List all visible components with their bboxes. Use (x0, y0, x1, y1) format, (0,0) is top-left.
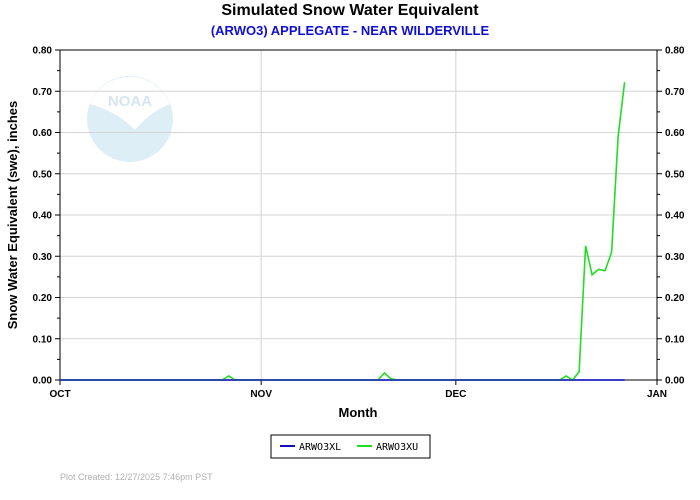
y-tick-label-right: 0.50 (665, 169, 685, 180)
y-axis-right: 0.00 0.10 0.20 0.30 0.40 0.50 0.60 0.70 0.80 (657, 46, 685, 387)
y-tick-label-right: 0.30 (665, 252, 685, 263)
y-tick-label-right: 0.80 (665, 46, 685, 57)
y-tick-label: 0.00 (33, 376, 53, 387)
y-tick-label-right: 0.00 (665, 376, 685, 387)
y-tick-label: 0.70 (33, 87, 53, 98)
y-tick-label: 0.20 (33, 293, 53, 304)
x-axis-label: Month (339, 405, 378, 420)
y-tick-label: 0.30 (33, 252, 53, 263)
legend-label-arwo3xl: ARWO3XL (299, 442, 341, 453)
legend-label-arwo3xu: ARWO3XU (376, 442, 418, 453)
y-tick-label-right: 0.70 (665, 87, 685, 98)
plot-created-note: Plot Created: 12/27/2025 7:46pm PST (60, 472, 213, 482)
watermark-text: NOAA (108, 93, 152, 110)
y-tick-label-right: 0.60 (665, 128, 685, 139)
chart-title: Simulated Snow Water Equivalent (221, 2, 479, 19)
y-tick-label-right: 0.20 (665, 293, 685, 304)
y-tick-label: 0.50 (33, 169, 53, 180)
x-axis: OCT NOV DEC JAN (49, 380, 667, 400)
y-axis-left: 0.00 0.10 0.20 0.30 0.40 0.50 0.60 0.70 0.80 (33, 46, 60, 387)
legend: ARWO3XL ARWO3XU (270, 434, 431, 459)
x-tick-label: NOV (250, 389, 272, 400)
y-tick-label-right: 0.10 (665, 334, 685, 345)
y-tick-label: 0.40 (33, 211, 53, 222)
chart-subtitle: (ARWO3) APPLEGATE - NEAR WILDERVILLE (210, 23, 490, 38)
series-group (60, 82, 626, 382)
x-tick-label: OCT (49, 389, 70, 400)
y-tick-label: 0.60 (33, 128, 53, 139)
noaa-logo-icon: NOAA (87, 76, 173, 162)
y-tick-label: 0.10 (33, 334, 53, 345)
x-tick-label: JAN (647, 389, 667, 400)
y-tick-label: 0.80 (33, 46, 53, 57)
grid (60, 50, 657, 380)
x-tick-label: DEC (445, 389, 466, 400)
y-axis-label: Snow Water Equivalent (swe), inches (5, 101, 20, 330)
y-tick-label-right: 0.40 (665, 211, 685, 222)
